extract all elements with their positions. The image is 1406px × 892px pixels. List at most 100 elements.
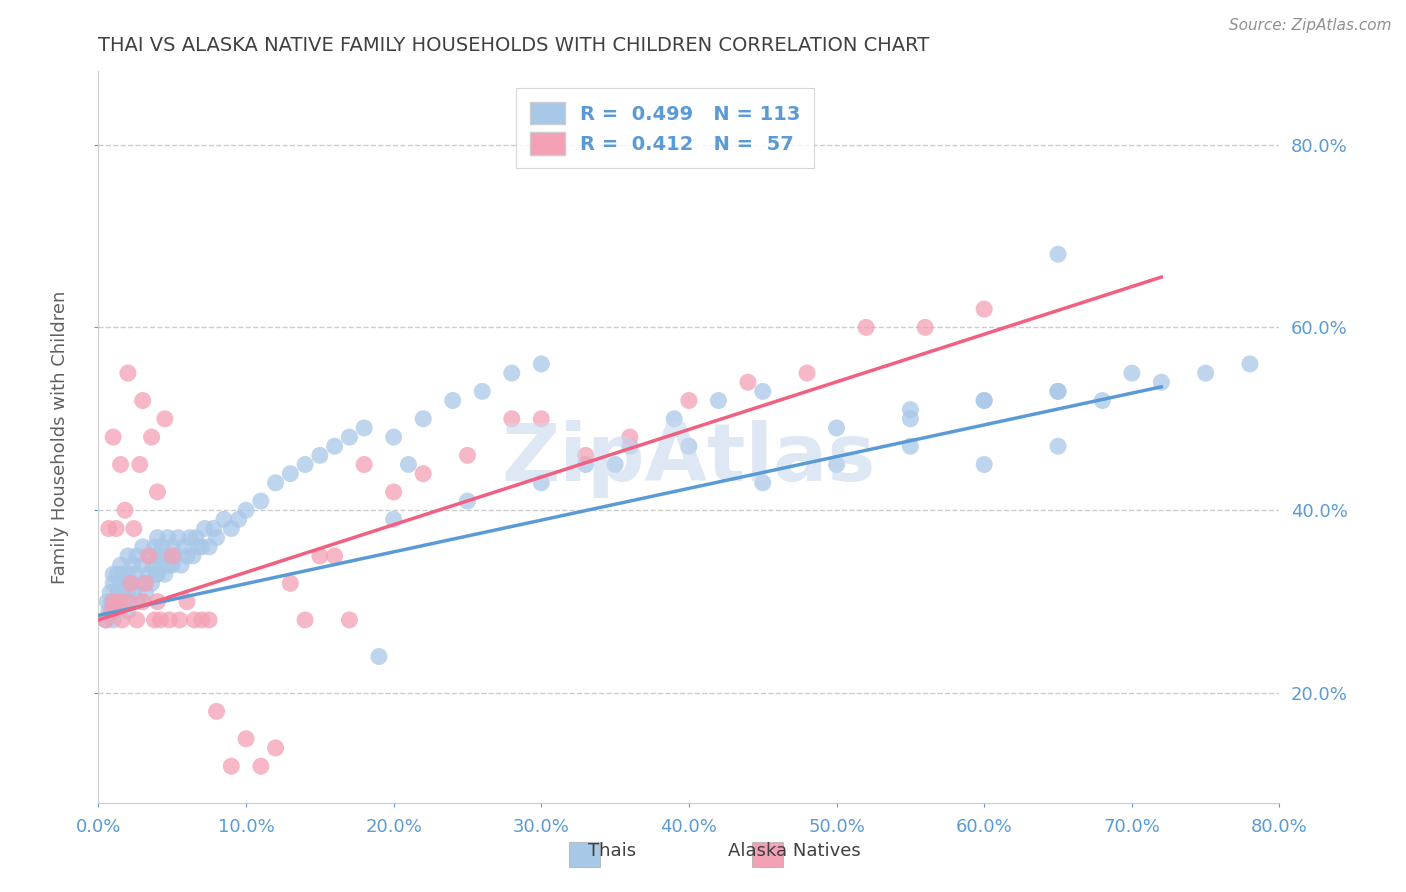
Point	[146, 485, 169, 500]
Point	[138, 549, 160, 563]
Point	[132, 393, 155, 408]
Point	[120, 576, 142, 591]
Point	[323, 439, 346, 453]
Point	[619, 439, 641, 453]
Point	[103, 576, 125, 591]
Point	[100, 604, 122, 618]
Point	[412, 412, 434, 426]
Point	[605, 458, 627, 472]
Point	[176, 549, 198, 563]
Point	[176, 594, 198, 608]
Point	[1239, 357, 1261, 371]
Point	[94, 613, 117, 627]
Point	[96, 594, 118, 608]
Point	[111, 613, 134, 627]
Point	[323, 549, 346, 563]
Point	[678, 393, 700, 408]
Text: THAI VS ALASKA NATIVE FAMILY HOUSEHOLDS WITH CHILDREN CORRELATION CHART: THAI VS ALASKA NATIVE FAMILY HOUSEHOLDS …	[98, 36, 929, 54]
Point	[900, 412, 922, 426]
Point	[664, 412, 686, 426]
Point	[138, 567, 160, 582]
Point	[162, 549, 183, 563]
Point	[198, 540, 221, 554]
Point	[146, 549, 169, 563]
Point	[973, 393, 995, 408]
Point	[117, 549, 139, 563]
Point	[202, 521, 225, 535]
Point	[751, 475, 773, 490]
Point	[574, 458, 596, 472]
Point	[117, 366, 139, 380]
Point	[110, 458, 132, 472]
Point	[122, 585, 145, 599]
Point	[156, 531, 179, 545]
Point	[501, 412, 523, 426]
Point	[382, 512, 405, 526]
Point	[250, 494, 273, 508]
Point	[1150, 375, 1173, 389]
Point	[294, 613, 316, 627]
Point	[456, 494, 478, 508]
Point	[198, 613, 221, 627]
Text: Alaska Natives: Alaska Natives	[728, 842, 860, 860]
Point	[97, 604, 120, 618]
Point	[278, 576, 302, 591]
Point	[228, 512, 250, 526]
Point	[115, 576, 138, 591]
Point	[103, 594, 125, 608]
Point	[294, 458, 316, 472]
Point	[191, 540, 214, 554]
Point	[143, 540, 166, 554]
Point	[162, 558, 183, 573]
Point	[157, 558, 180, 573]
Point	[142, 558, 165, 573]
Point	[184, 531, 207, 545]
Point	[143, 613, 166, 627]
Point	[441, 393, 464, 408]
Point	[139, 549, 162, 563]
Point	[141, 576, 163, 591]
Point	[183, 613, 205, 627]
Point	[619, 430, 641, 444]
Point	[149, 613, 172, 627]
Point	[125, 613, 148, 627]
Point	[900, 439, 922, 453]
Point	[1195, 366, 1218, 380]
Point	[125, 549, 148, 563]
Point	[900, 402, 922, 417]
Point	[97, 521, 120, 535]
Point	[751, 384, 773, 399]
Point	[117, 585, 139, 599]
Point	[108, 594, 131, 608]
Point	[112, 567, 135, 582]
Point	[146, 531, 169, 545]
Point	[1046, 384, 1069, 399]
Point	[501, 366, 523, 380]
Point	[353, 458, 375, 472]
Point	[219, 759, 242, 773]
Point	[120, 576, 142, 591]
Point	[169, 613, 191, 627]
Point	[103, 604, 125, 618]
Point	[264, 475, 287, 490]
Point	[825, 458, 848, 472]
Point	[250, 759, 273, 773]
Point	[181, 549, 204, 563]
Point	[353, 421, 375, 435]
Point	[796, 366, 818, 380]
Point	[114, 594, 136, 608]
Point	[264, 740, 287, 755]
Point	[456, 448, 478, 462]
Point	[145, 567, 167, 582]
Point	[825, 421, 848, 435]
Point	[309, 448, 332, 462]
Point	[1046, 247, 1069, 261]
Point	[530, 412, 553, 426]
Point	[191, 613, 214, 627]
Point	[678, 439, 700, 453]
Point	[1121, 366, 1143, 380]
Point	[973, 301, 995, 317]
Point	[187, 540, 209, 554]
Point	[122, 521, 145, 535]
Point	[105, 594, 128, 608]
